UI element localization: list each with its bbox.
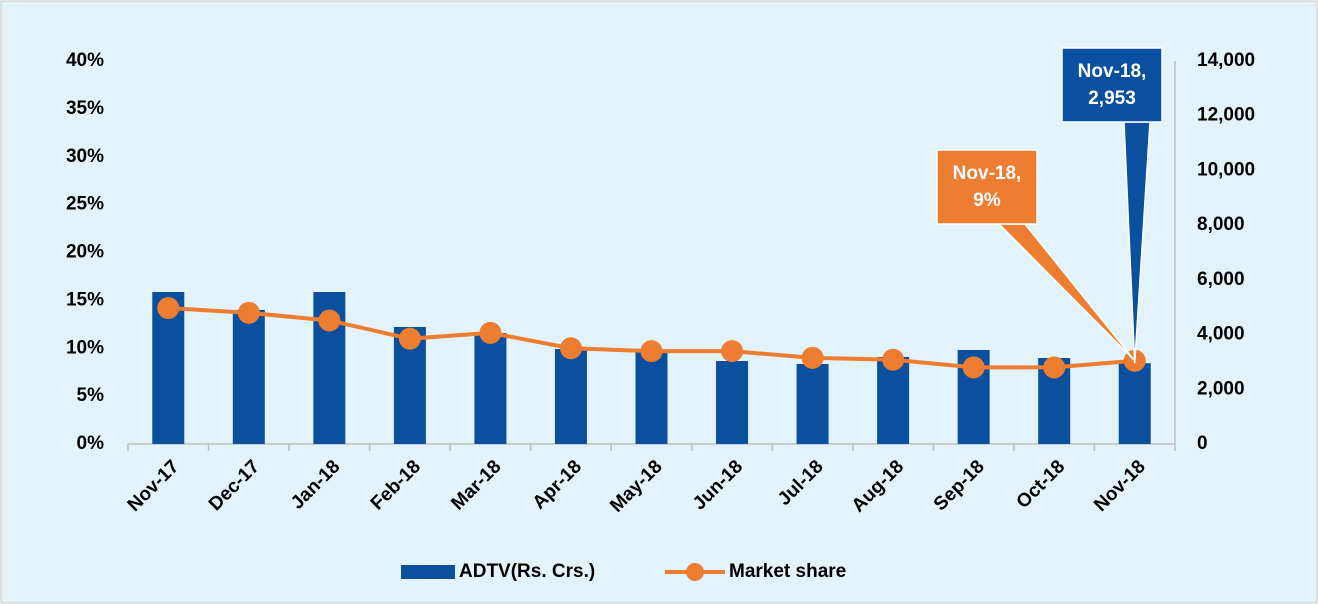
line-marker: [882, 348, 905, 371]
legend-label: Market share: [729, 561, 846, 582]
legend-label: ADTV(Rs. Crs.): [459, 561, 595, 582]
bar: [796, 364, 829, 444]
bar: [1118, 363, 1151, 444]
bar: [474, 333, 507, 444]
y2-tick-label: 0: [1197, 433, 1208, 454]
y-tick-label: 10%: [66, 337, 104, 358]
y-tick-label: 0%: [77, 433, 105, 454]
legend-marker: [686, 563, 704, 581]
line-marker: [801, 346, 824, 369]
line-marker: [962, 356, 985, 379]
bar: [716, 360, 749, 444]
bar: [232, 309, 265, 444]
y-tick-label: 40%: [66, 50, 104, 71]
data-label-line: 2,953: [1088, 88, 1136, 109]
y-tick-label: 35%: [66, 98, 104, 119]
line-marker: [721, 340, 744, 363]
legend-swatch: [401, 565, 455, 579]
line-marker: [318, 309, 341, 332]
bar: [635, 350, 668, 444]
y2-tick-label: 12,000: [1197, 105, 1255, 126]
y2-tick-label: 8,000: [1197, 214, 1245, 235]
y-tick-label: 30%: [66, 146, 104, 167]
line-marker: [1043, 356, 1066, 379]
data-label-line: 9%: [973, 190, 1001, 211]
bar: [554, 348, 587, 444]
y2-tick-label: 14,000: [1197, 50, 1255, 71]
y2-tick-label: 2,000: [1197, 378, 1245, 399]
line-marker: [559, 337, 582, 360]
y-tick-label: 25%: [66, 194, 104, 215]
line-marker: [479, 321, 502, 344]
data-label-line: Nov-18,: [1078, 61, 1147, 82]
data-label-line: Nov-18,: [953, 163, 1022, 184]
y-tick-label: 20%: [66, 242, 104, 263]
line-marker: [157, 297, 180, 320]
y-tick-label: 5%: [77, 385, 105, 406]
y2-tick-label: 4,000: [1197, 324, 1245, 345]
line-marker: [237, 301, 260, 324]
data-label: Nov-18, 9%: [953, 163, 1022, 211]
callout-box: [1061, 47, 1163, 123]
callout-box: [936, 149, 1038, 225]
y2-tick-label: 6,000: [1197, 269, 1245, 290]
line-marker: [640, 340, 663, 363]
bar: [877, 357, 910, 444]
data-label: Nov-18, 2,953: [1078, 61, 1147, 109]
y-tick-label: 15%: [66, 289, 104, 310]
y2-tick-label: 10,000: [1197, 159, 1255, 180]
line-marker: [398, 327, 421, 350]
